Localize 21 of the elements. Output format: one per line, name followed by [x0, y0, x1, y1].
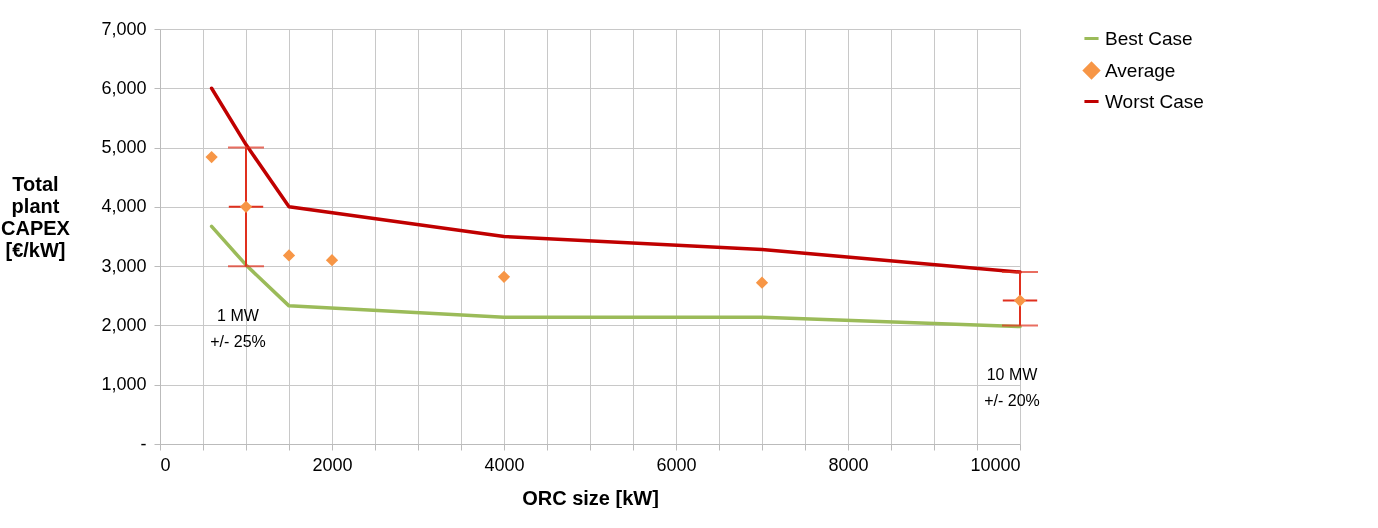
y-tick-label: 4,000 [101, 196, 147, 217]
y-tick-label: 2,000 [101, 314, 147, 335]
y-tick-label: 3,000 [101, 255, 147, 276]
legend-label: Worst Case [1105, 90, 1204, 112]
x-tick-label: 6000 [656, 454, 697, 475]
y-tick-label: 1,000 [101, 374, 147, 395]
legend-label: Best Case [1105, 27, 1193, 49]
annotation: 10 MW +/- 20% [984, 366, 1040, 410]
x-tick-label: 0 [160, 454, 171, 475]
y-tick-label: - [140, 433, 147, 454]
y-axis-title: Total plant CAPEX [€/kW] [1, 172, 71, 261]
y-tick-label: 7,000 [101, 18, 147, 39]
x-axis-title: ORC size [kW] [522, 486, 659, 509]
y-tick-label: 5,000 [101, 137, 147, 158]
x-tick-label: 2000 [312, 454, 353, 475]
x-tick-label: 4000 [484, 454, 525, 475]
x-tick-label: 8000 [828, 454, 869, 475]
legend-label: Average [1105, 59, 1176, 81]
annotation: 1 MW +/- 25% [210, 307, 266, 351]
y-tick-label: 6,000 [101, 77, 147, 98]
x-tick-label: 10000 [970, 454, 1021, 475]
